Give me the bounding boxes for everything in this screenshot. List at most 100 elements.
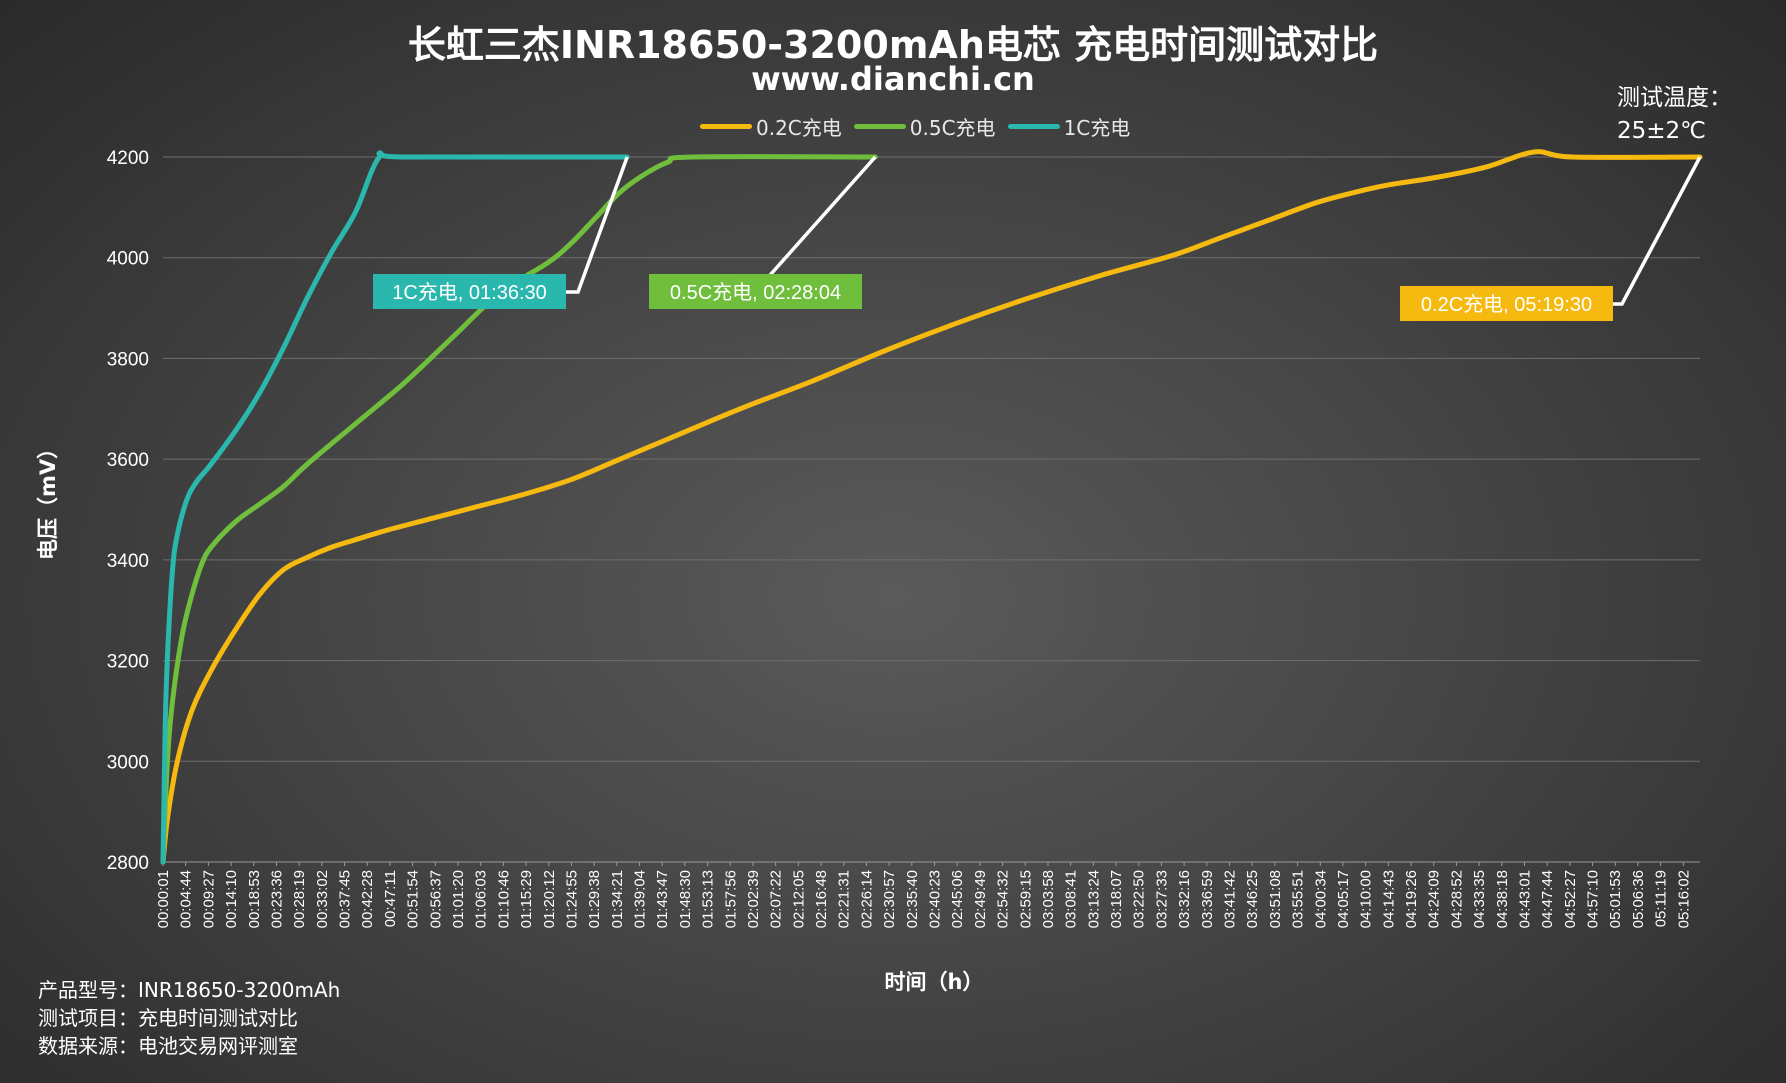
x-tick-label-43: 03:22:50 [1131,870,1148,928]
footer-test-item: 测试项目：充电时间测试对比 [38,1006,298,1030]
y-tick-label-2: 3200 [107,652,149,673]
annotation-label-1c: 1C充电, 01:36:30 [392,281,547,304]
x-tick-label-61: 04:47:44 [1539,870,1556,928]
x-tick-label-63: 04:57:10 [1585,870,1602,928]
x-tick-label-9: 00:42:28 [359,870,376,928]
x-tick-label-23: 01:48:30 [677,870,694,928]
series-line-0.2c [160,149,1703,865]
x-tick-label-34: 02:40:23 [927,870,944,928]
y-tick-label-6: 4000 [107,249,149,270]
annotation-leader-0.5c [751,155,877,294]
x-tick-label-65: 05:06:36 [1630,870,1647,928]
x-tick-label-32: 02:30:57 [881,870,898,928]
x-tick-label-27: 02:07:22 [768,870,785,928]
x-tick-label-28: 02:12:05 [790,870,807,928]
x-tick-label-45: 03:32:16 [1176,870,1193,928]
x-tick-label-35: 02:45:06 [949,870,966,928]
legend-label-0.2c: 0.2C充电 [756,116,842,140]
temperature-value: 25±2℃ [1617,118,1707,144]
x-tick-label-21: 01:39:04 [632,870,649,928]
x-tick-label-19: 01:29:38 [586,870,603,928]
footer-info: 产品型号：INR18650-3200mAh 测试项目：充电时间测试对比 数据来源… [38,976,340,1060]
y-tick-label-0: 2800 [107,853,149,874]
x-tick-label-62: 04:52:27 [1562,870,1579,928]
legend-item-1c: 1C充电 [1007,112,1131,141]
footer-source: 数据来源：电池交易网评测室 [38,1034,298,1058]
x-tick-label-49: 03:51:08 [1267,870,1284,928]
legend-item-0.2c: 0.2C充电 [700,112,842,141]
chart-title: 长虹三杰INR18650-3200mAh电芯 充电时间测试对比 [407,23,1379,67]
x-tick-label-2: 00:09:27 [200,870,217,928]
annotation-box-0.5c [649,274,862,309]
x-tick-label-16: 01:15:29 [518,870,535,928]
x-tick-label-10: 00:47:11 [382,870,399,927]
annotation-label-0.2c: 0.2C充电, 05:19:30 [1421,293,1592,316]
annotation-label-0.5c: 0.5C充电, 02:28:04 [670,281,841,304]
x-tick-label-18: 01:24:55 [563,870,580,928]
annotation-leader-1c [566,156,629,294]
x-tick-label-42: 03:18:07 [1108,870,1125,928]
x-tick-label-6: 00:28:19 [291,870,308,928]
x-tick-label-59: 04:38:18 [1494,870,1511,928]
x-tick-label-3: 00:14:10 [223,870,240,928]
y-tick-label-5: 3800 [107,349,149,370]
x-tick-label-56: 04:24:09 [1426,870,1443,928]
x-tick-label-17: 01:20:12 [541,870,558,928]
series-line-0.5c [160,154,878,865]
x-tick-label-8: 00:37:45 [337,870,354,928]
x-tick-label-33: 02:35:40 [904,870,921,928]
x-tick-label-58: 04:33:35 [1471,870,1488,928]
x-tick-label-53: 04:10:00 [1358,870,1375,928]
x-tick-label-22: 01:43:47 [654,870,671,928]
annotation-box-0.2c [1400,286,1613,321]
x-tick-label-66: 05:11:19 [1653,870,1670,927]
footer-model: 产品型号：INR18650-3200mAh [38,978,341,1002]
legend-swatch-1c [1007,124,1060,129]
x-tick-label-37: 02:54:32 [995,870,1012,928]
x-tick-label-48: 03:46:25 [1244,870,1261,928]
legend-label-0.5c: 0.5C充电 [909,116,996,140]
x-tick-label-4: 00:18:53 [246,870,263,928]
x-tick-label-51: 04:00:34 [1312,870,1329,928]
x-tick-label-38: 02:59:15 [1017,870,1034,928]
x-tick-label-26: 02:02:39 [745,870,762,928]
legend-item-0.5c: 0.5C充电 [853,112,996,141]
x-tick-label-67: 05:16:02 [1675,870,1692,928]
x-tick-label-57: 04:28:52 [1448,870,1465,928]
x-tick-label-40: 03:08:41 [1063,870,1080,928]
y-tick-label-4: 3600 [107,450,149,471]
x-tick-label-14: 01:06:03 [473,870,490,928]
x-tick-label-12: 00:56:37 [427,870,444,928]
legend-label-1c: 1C充电 [1063,116,1131,140]
x-tick-label-0: 00:00:01 [155,870,172,928]
x-tick-label-5: 00:23:36 [268,870,285,928]
temperature-label: 测试温度： [1617,85,1732,111]
annotation-leader-0.2c [1613,156,1702,306]
x-tick-label-64: 05:01:53 [1607,870,1624,928]
y-tick-label-1: 3000 [107,752,149,773]
x-tick-label-1: 00:04:44 [178,870,195,928]
x-tick-label-25: 01:57:56 [722,870,739,928]
x-tick-label-13: 01:01:20 [450,870,467,928]
x-tick-label-46: 03:36:59 [1199,870,1216,928]
x-tick-label-54: 04:14:43 [1380,870,1397,928]
series-line-1c [160,150,630,865]
x-tick-label-41: 03:13:24 [1085,870,1102,928]
x-tick-label-60: 04:43:01 [1516,870,1533,928]
x-tick-label-50: 03:55:51 [1290,870,1307,928]
chart-legend: 0.2C充电 0.5C充电 1C充电 [700,112,1136,141]
x-tick-label-11: 00:51:54 [405,870,422,928]
x-tick-label-44: 03:27:33 [1153,870,1170,928]
x-tick-label-29: 02:16:48 [813,870,830,928]
x-tick-label-55: 04:19:26 [1403,870,1420,928]
x-tick-label-24: 01:53:13 [700,870,717,928]
legend-swatch-0.5c [853,124,906,129]
x-tick-label-30: 02:21:31 [836,870,853,928]
x-axis-label: 时间（h） [884,970,984,994]
x-tick-label-52: 04:05:17 [1335,870,1352,928]
chart-subtitle: www.dianchi.cn [751,60,1035,98]
annotation-box-1c [373,274,566,309]
x-tick-label-47: 03:41:42 [1221,870,1238,928]
x-tick-label-7: 00:33:02 [314,870,331,928]
